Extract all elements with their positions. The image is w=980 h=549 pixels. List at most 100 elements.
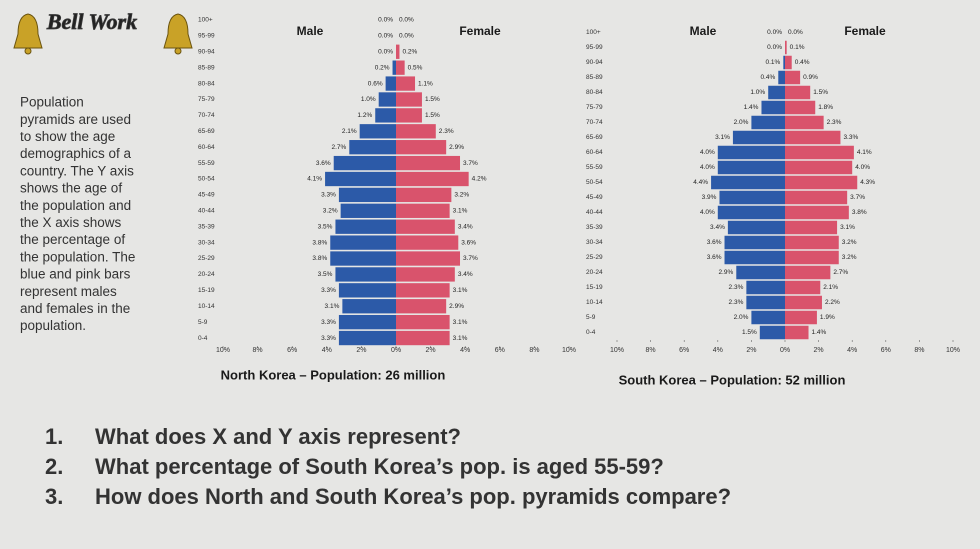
data-label: 1.8% [818, 104, 833, 111]
bar [396, 108, 422, 123]
data-label: 3.1% [453, 319, 468, 326]
bar [785, 100, 816, 115]
bar [717, 145, 785, 160]
description-line: the X axis shows [20, 215, 122, 230]
y-tick-label: 95-99 [586, 44, 603, 51]
bar [338, 330, 396, 346]
data-label: 3.3% [321, 192, 336, 199]
data-label: 0.1% [765, 59, 780, 66]
data-label: 3.1% [453, 287, 468, 294]
bar [396, 330, 450, 346]
data-label: 4.2% [472, 176, 487, 183]
charts: North Korea – Population: 26 million Male… [198, 17, 960, 388]
x-tick-label: 8% [646, 347, 656, 354]
bar [333, 155, 396, 171]
y-tick-label: 40-44 [586, 209, 603, 216]
x-tick-label: 8% [253, 347, 263, 354]
bar [724, 235, 785, 250]
bar [783, 55, 785, 70]
bar [396, 92, 422, 107]
data-label: 2.0% [734, 119, 749, 126]
y-tick-label: 85-89 [586, 74, 603, 81]
bar [338, 187, 396, 203]
y-tick-label: 20-24 [586, 269, 603, 276]
bar [785, 280, 821, 295]
bar [785, 145, 854, 160]
data-label: 3.8% [312, 239, 327, 246]
data-label: 3.1% [840, 224, 855, 231]
x-tick-label: 4% [847, 347, 857, 354]
bar [396, 299, 447, 314]
data-label: 1.0% [750, 89, 765, 96]
bar [338, 283, 396, 298]
data-label: 2.7% [833, 269, 848, 276]
bar [751, 115, 785, 130]
bar [785, 220, 838, 235]
data-label: 0.2% [402, 48, 417, 55]
bell-right [163, 13, 193, 55]
bar [711, 175, 785, 190]
data-label: 2.3% [439, 128, 454, 135]
bar [396, 267, 455, 282]
bar [768, 85, 785, 100]
bar [338, 314, 396, 330]
data-label: 3.1% [453, 335, 468, 342]
bar [751, 310, 785, 325]
description-line: blue and pink bars [20, 267, 131, 282]
y-tick-label: 80-84 [198, 80, 215, 87]
y-tick-label: 70-74 [586, 119, 603, 126]
bar [717, 205, 785, 220]
y-tick-label: 55-59 [198, 160, 215, 167]
data-label: 2.1% [823, 284, 838, 291]
data-label: 4.1% [307, 176, 322, 183]
y-tick-label: 5-9 [586, 314, 596, 321]
data-label: 1.1% [418, 80, 433, 87]
data-label: 3.4% [710, 224, 725, 231]
data-label: 3.6% [707, 254, 722, 261]
data-label: 3.5% [318, 223, 333, 230]
data-label: 0.0% [399, 33, 414, 40]
description-line: the population. The [20, 249, 135, 264]
y-tick-label: 45-49 [198, 192, 215, 199]
bar [785, 115, 824, 130]
y-tick-label: 0-4 [198, 335, 208, 342]
bar [325, 171, 396, 187]
data-label: 4.3% [860, 179, 875, 186]
data-label: 2.0% [734, 314, 749, 321]
x-tick-label: 10% [946, 347, 960, 354]
bar [396, 171, 469, 187]
bar [396, 314, 450, 330]
y-tick-label: 0-4 [586, 329, 596, 336]
data-label: 3.6% [707, 239, 722, 246]
data-label: 3.6% [461, 239, 476, 246]
y-tick-label: 10-14 [198, 303, 215, 310]
bell-left [13, 13, 43, 55]
y-tick-label: 45-49 [586, 194, 603, 201]
data-label: 3.1% [325, 303, 340, 310]
y-tick-label: 75-79 [586, 104, 603, 111]
bar [785, 325, 809, 340]
data-label: 0.2% [375, 64, 390, 71]
data-label: 3.5% [318, 271, 333, 278]
data-label: 2.7% [331, 144, 346, 151]
bar [785, 250, 839, 265]
data-label: 2.9% [718, 269, 733, 276]
bar [378, 92, 396, 107]
bar [785, 85, 811, 100]
chart-title: North Korea – Population: 26 million [221, 367, 446, 382]
bar [785, 175, 858, 190]
bar [746, 295, 785, 310]
bar [335, 267, 396, 282]
y-tick-label: 55-59 [586, 164, 603, 171]
data-label: 0.0% [399, 17, 414, 24]
pyramid-chart: North Korea – Population: 26 million Male… [198, 17, 576, 383]
bar [732, 130, 785, 145]
question-number: 1. [45, 424, 63, 449]
description-line: the percentage of [20, 232, 125, 247]
data-label: 1.4% [744, 104, 759, 111]
data-label: 1.5% [742, 329, 757, 336]
bar [785, 40, 787, 55]
bar [759, 325, 785, 340]
description-line: population. [20, 318, 86, 333]
